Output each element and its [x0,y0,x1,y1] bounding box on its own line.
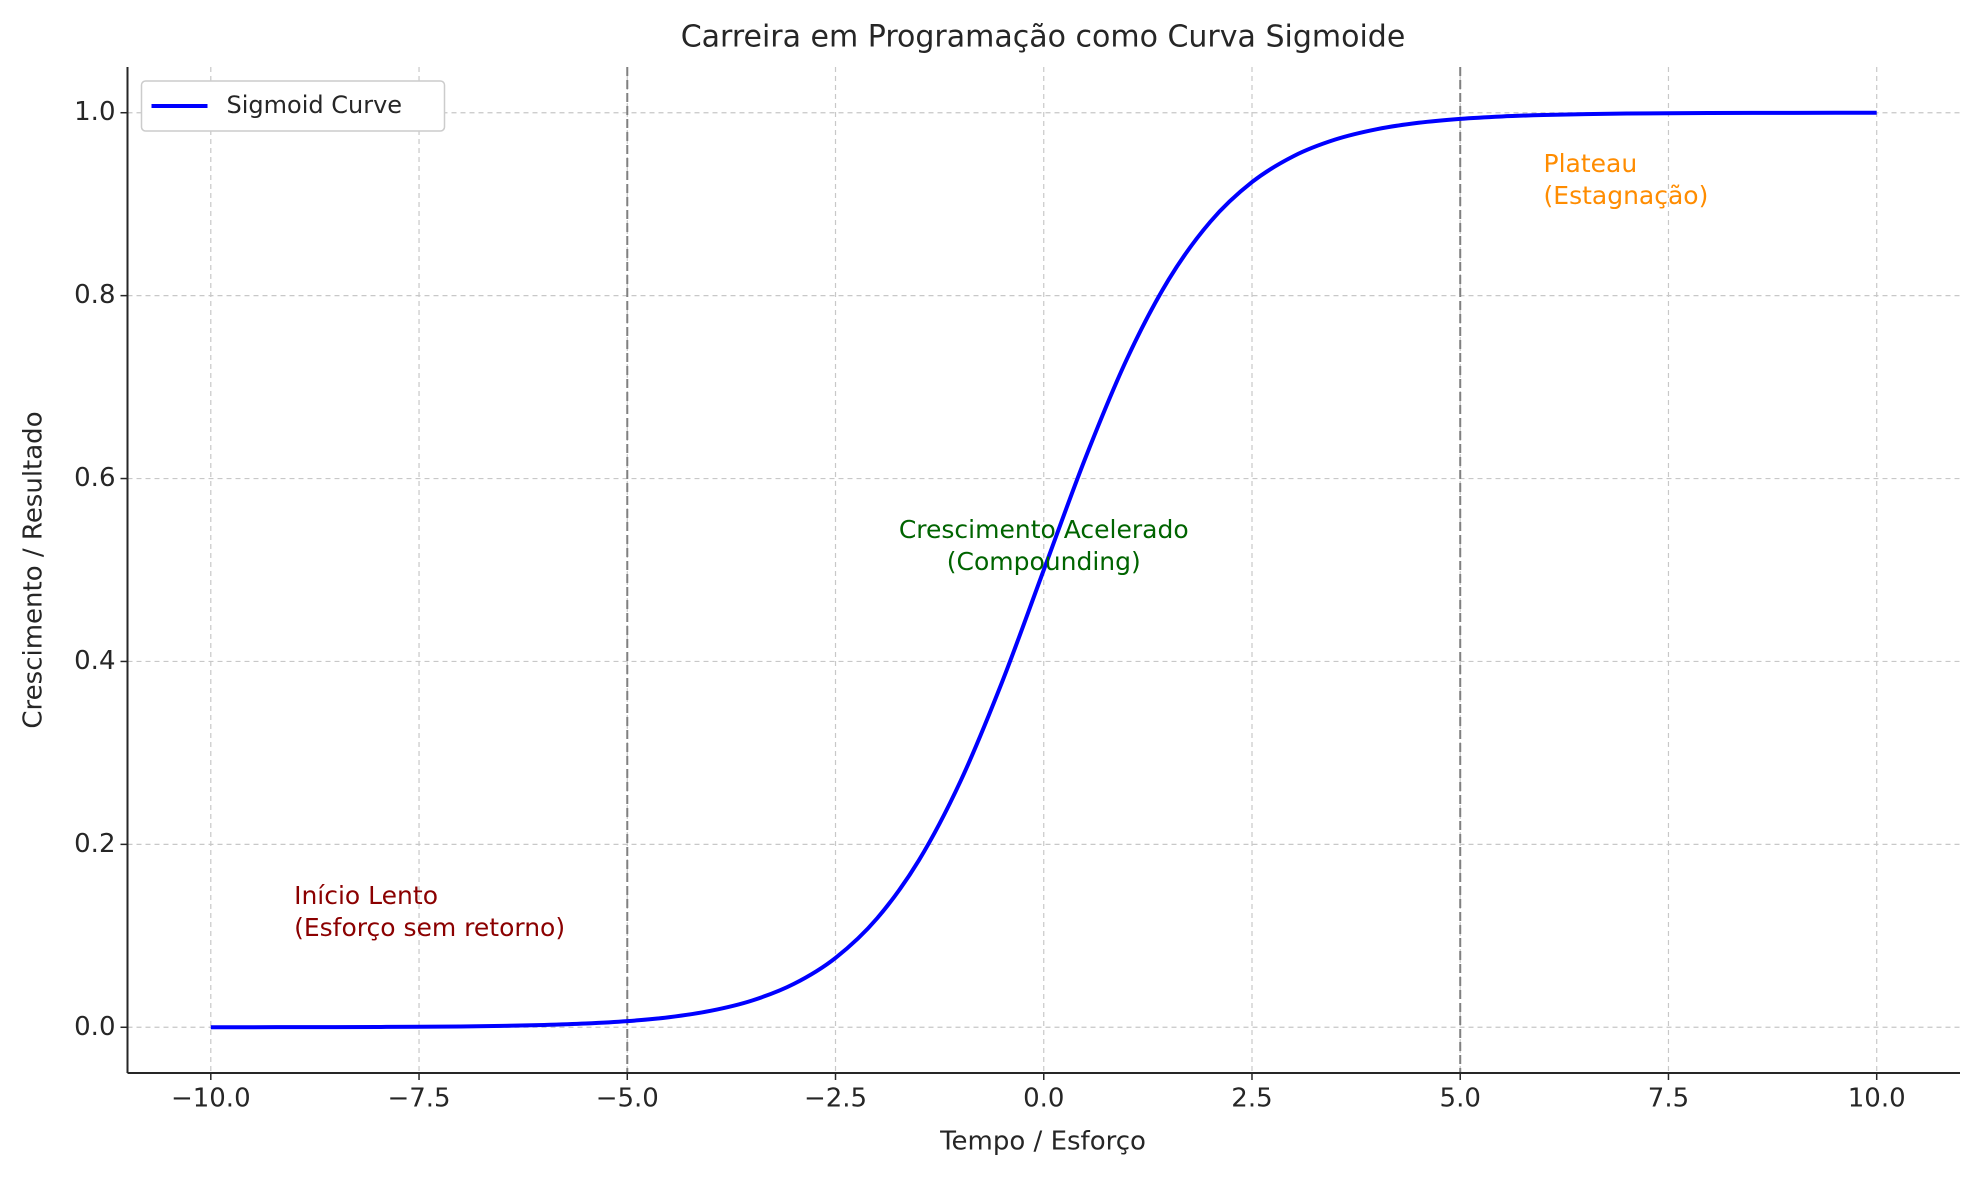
y-tick-label: 1.0 [74,97,115,127]
x-tick-label: 2.5 [1231,1084,1272,1114]
legend: Sigmoid Curve [140,80,446,132]
x-tick-label: −10.0 [171,1084,251,1114]
annotation: (Compounding) [947,547,1141,576]
x-tick-label: −7.5 [387,1084,450,1114]
x-axis-label: Tempo / Esforço [939,1127,1146,1157]
y-tick-label: 0.4 [74,646,115,676]
y-tick-label: 0.0 [74,1012,115,1042]
chart-title: Carreira em Programação como Curva Sigmo… [681,20,1406,55]
annotation: Plateau [1544,149,1638,178]
annotation: Crescimento Acelerado [899,515,1189,544]
annotation: (Esforço sem retorno) [294,913,565,942]
x-tick-label: 7.5 [1648,1084,1689,1114]
legend-box [140,80,446,132]
y-tick-label: 0.8 [74,280,115,310]
annotation: Início Lento [294,881,438,910]
x-tick-label: −2.5 [804,1084,867,1114]
legend-label: Sigmoid Curve [227,91,403,119]
line-series [210,110,1877,1030]
annotation: (Estagnação) [1544,181,1709,210]
x-tick-label: 5.0 [1440,1084,1481,1114]
y-tick-label: 0.2 [74,829,115,859]
x-tick-label: 0.0 [1023,1084,1064,1114]
x-tick-label: −5.0 [596,1084,659,1114]
x-tick-label: 10.0 [1848,1084,1906,1114]
y-tick-label: 0.6 [74,463,115,493]
y-axis-label: Crescimento / Resultado [19,411,49,728]
